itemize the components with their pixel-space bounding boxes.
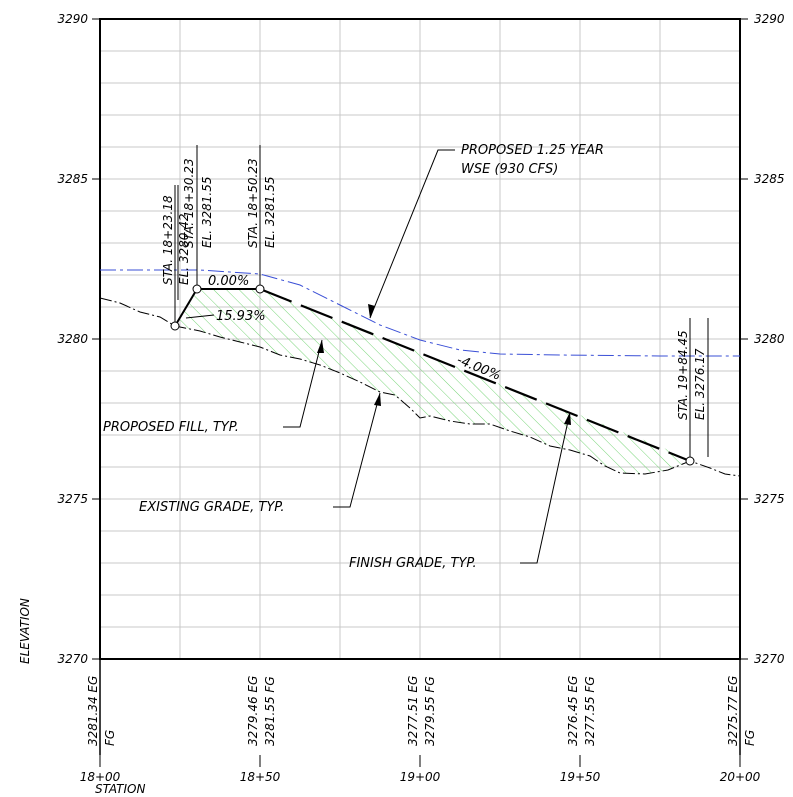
table-col-1-eg: 3281.34 EG [86,676,100,746]
table-col-2-eg: 3279.46 EG [246,676,260,746]
grade-steep-leader [185,314,215,319]
grade-flat-label: 0.00% [208,274,249,289]
station-2-label: STA. 18+30.23 [182,158,196,248]
finish-grade-callout: FINISH GRADE, TYP. [349,556,477,571]
x-axis-title: STATION [95,782,145,796]
finish-grade-steep [174,288,198,327]
left-tick-3280: 3280 [57,332,88,346]
table-col-5-eg: 3275.77 EG [726,676,740,746]
station-tick-19-00: 19+00 [400,770,441,784]
station-tick-18-00: 18+00 [80,770,121,784]
existing-grade-callout: EXISTING GRADE, TYP. [139,500,284,515]
proposed-fill-area [175,289,690,474]
station-2-elevation: EL. 3281.55 [200,176,214,248]
profile-table [99,755,741,767]
right-tick-3290: 3290 [754,12,785,26]
callout-arrowheads [317,304,571,425]
table-col-1-fg: FG [103,730,117,746]
callout-leaders [283,149,571,564]
station-1-elevation: EL. 3280.42 [177,213,191,285]
right-tick-3285: 3285 [754,172,785,186]
table-col-4-fg: 3277.55 FG [583,676,597,746]
wse-callout-line2: WSE (930 CFS) [461,162,558,177]
proposed-fill-callout: PROPOSED FILL, TYP. [103,420,239,435]
wse-callout-line1: PROPOSED 1.25 YEAR [461,143,604,158]
table-col-3-fg: 3279.55 FG [423,676,437,746]
station-4-elevation: EL. 3276.17 [693,348,707,420]
station-marker-2 [192,284,202,294]
left-tick-3290: 3290 [57,12,88,26]
y-axis-title: ELEVATION [18,598,32,664]
station-3-label: STA. 18+50.23 [246,158,260,248]
station-marker-1 [170,321,180,331]
left-axis-ticks [92,18,748,660]
station-1-label: STA. 18+23.18 [161,195,175,285]
table-col-2-fg: 3281.55 FG [263,676,277,746]
left-tick-3270: 3270 [57,652,88,666]
station-tick-19-50: 19+50 [560,770,601,784]
station-tick-18-50: 18+50 [240,770,281,784]
station-marker-4 [685,456,695,466]
finish-grade-slope [259,287,691,463]
existing-grade-line [99,297,741,477]
right-tick-3270: 3270 [754,652,785,666]
left-tick-3285: 3285 [57,172,88,186]
grade-steep-label: 15.93% [216,309,266,324]
wse-line [100,269,740,357]
station-4-label: STA. 19+84.45 [676,330,690,420]
right-tick-3275: 3275 [754,492,785,506]
right-tick-3280: 3280 [754,332,785,346]
station-marker-3 [255,284,265,294]
station-3-elevation: EL. 3281.55 [263,176,277,248]
table-col-3-eg: 3277.51 EG [406,676,420,746]
table-col-5-fg: FG [743,730,757,746]
left-tick-3275: 3275 [57,492,88,506]
station-leaders [174,145,709,457]
table-col-4-eg: 3276.45 EG [566,676,580,746]
station-tick-20-00: 20+00 [720,770,761,784]
